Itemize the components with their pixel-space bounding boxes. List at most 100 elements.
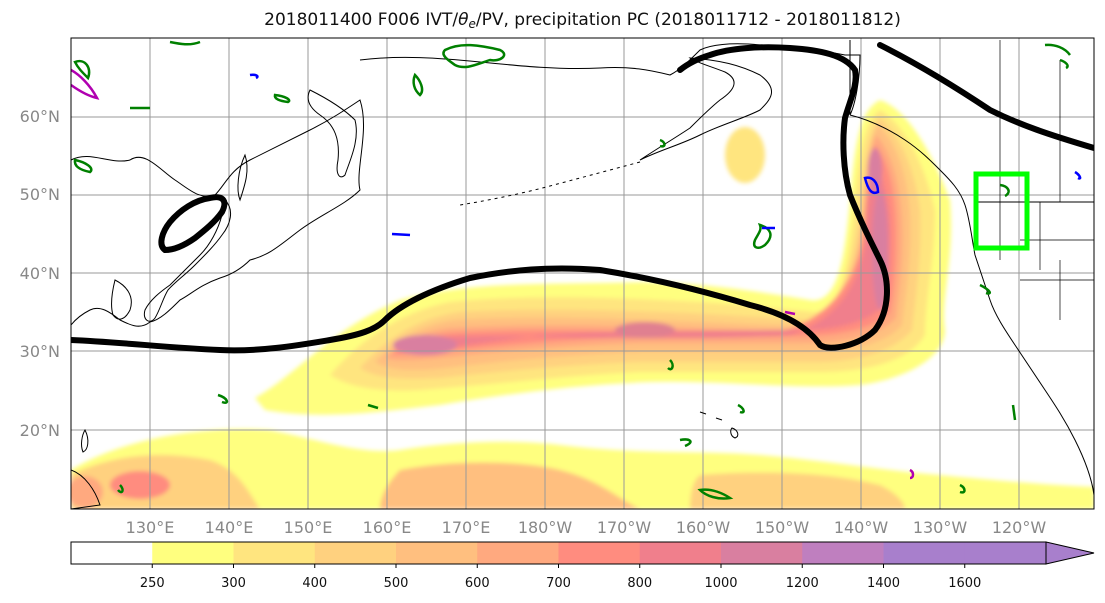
- colorbar-segment: [639, 542, 722, 564]
- colorbar-segment: [152, 542, 234, 564]
- title-suffix: /PV, precipitation PC (2018011712 - 2018…: [475, 10, 901, 30]
- pv-green-16: [117, 484, 124, 494]
- pv-green-22: [999, 183, 1010, 198]
- lon-label-160e: 160°E: [363, 518, 412, 537]
- colorbar-segment: [802, 542, 884, 564]
- lon-label-150w: 150°W: [755, 518, 810, 537]
- coast-sakhalin: [237, 153, 248, 202]
- colorbar-tick-label: 600: [465, 576, 490, 591]
- pv-blue-1: [863, 176, 880, 195]
- map-gridlines: [71, 38, 1094, 509]
- lon-label-120w: 120°W: [992, 518, 1047, 537]
- pv-green-14: [979, 283, 992, 295]
- colorbar-segment: [233, 542, 316, 564]
- colorbar-tick-label: 400: [302, 576, 327, 591]
- lat-label-40n: 40°N: [20, 264, 60, 283]
- colorbar-tick-label: 1000: [704, 576, 737, 591]
- lon-label-170w: 170°W: [597, 518, 652, 537]
- pv-green-19: [959, 483, 966, 494]
- pv-green-9: [753, 223, 772, 249]
- ivt-core-2: [615, 322, 675, 338]
- pv-green-13: [217, 393, 229, 404]
- pv-green-4: [169, 40, 201, 46]
- colorbar: 250 300 400 500 600 700 800 1000 1200 1400 1600: [70, 541, 1095, 591]
- pv-blue-2: [391, 232, 411, 237]
- colorbar-segment: [71, 542, 153, 564]
- map-content: [71, 38, 1094, 509]
- colorbar-segment: [396, 542, 478, 564]
- coast-alaska-se: [849, 114, 1094, 496]
- lat-label-60n: 60°N: [20, 107, 60, 126]
- coast-asia: [71, 99, 364, 327]
- colorbar-tick-label: 1600: [948, 576, 981, 591]
- ivt-alaska-blob: [725, 127, 765, 183]
- lat-label-30n: 30°N: [20, 342, 60, 361]
- latitude-labels: 60°N 50°N 40°N 30°N 20°N: [20, 107, 60, 440]
- colorbar-segment: [558, 542, 641, 564]
- theta-e-contours: [71, 42, 1094, 354]
- pv-blue-3: [249, 73, 259, 80]
- theta-e-north: [877, 42, 1094, 151]
- colorbar-segment: [314, 542, 397, 564]
- colorbar-segment: [883, 542, 966, 564]
- longitude-labels: 130°E 140°E 150°E 160°E 170°E 180°W 170°…: [126, 518, 1047, 537]
- pv-green-5: [73, 59, 91, 81]
- colorbar-tick-label: 300: [221, 576, 246, 591]
- lat-label-20n: 20°N: [20, 421, 60, 440]
- colorbar-segments: [71, 542, 1047, 564]
- pv-blue-5: [1074, 170, 1082, 180]
- lat-label-50n: 50°N: [20, 185, 60, 204]
- colorbar-tick-label: 1400: [867, 576, 900, 591]
- pv-green-12: [659, 138, 666, 148]
- colorbar-segment: [964, 542, 1047, 564]
- pv-green-21: [367, 403, 379, 410]
- title-prefix: 2018011400 F006 IVT/: [264, 10, 459, 30]
- lon-label-160w: 160°W: [676, 518, 731, 537]
- pv-contours: [71, 40, 1082, 500]
- colorbar-ticks: 250 300 400 500 600 700 800 1000 1200 1400 1600: [140, 564, 981, 591]
- colorbar-tick-label: 700: [546, 576, 571, 591]
- border-us-states: [999, 202, 1094, 320]
- lon-label-140e: 140°E: [205, 518, 254, 537]
- coast-aleutians: [459, 161, 641, 206]
- pv-green-15: [1011, 404, 1017, 421]
- lon-label-130e: 130°E: [126, 518, 175, 537]
- title-theta-sub: e: [468, 17, 476, 31]
- map-border: [70, 37, 1095, 510]
- colorbar-extend-arrow: [1045, 541, 1095, 565]
- plot-title: 2018011400 F006 IVT/θe/PV, precipitation…: [0, 10, 1105, 31]
- coast-taiwan: [81, 428, 89, 453]
- coast-hawaii: [699, 411, 739, 439]
- ivt-south-band-3: [380, 462, 640, 509]
- ivt-south-core: [110, 471, 170, 499]
- ivt-south-core-2: [71, 476, 103, 508]
- coast-korea: [111, 279, 132, 320]
- theta-e-loop: [158, 194, 228, 254]
- title-theta: θ: [458, 10, 469, 30]
- lon-label-130w: 130°W: [913, 518, 968, 537]
- pv-magenta-3: [784, 310, 796, 316]
- lon-label-180w: 180°W: [518, 518, 573, 537]
- theta-e-main: [71, 44, 890, 354]
- ivt-south-band-4: [690, 472, 905, 509]
- colorbar-segment: [721, 542, 803, 564]
- coast-kamchatka: [307, 89, 357, 178]
- precip-region-box: [973, 171, 1030, 251]
- pv-green-11: [679, 438, 692, 448]
- lon-label-140w: 140°W: [834, 518, 889, 537]
- lon-label-150e: 150°E: [284, 518, 333, 537]
- colorbar-tick-label: 250: [140, 576, 165, 591]
- pv-green-1: [442, 43, 506, 69]
- pv-magenta-2: [909, 468, 915, 480]
- lon-label-170e: 170°E: [442, 518, 491, 537]
- pv-green-6: [73, 158, 93, 174]
- colorbar-tick-label: 1200: [786, 576, 819, 591]
- colorbar-segment: [477, 542, 559, 564]
- ivt-core-4: [868, 148, 882, 192]
- ivt-band-400: [360, 118, 921, 379]
- pv-green-18: [737, 403, 745, 414]
- coast-alaska: [639, 57, 772, 161]
- coast-japan: [143, 198, 232, 322]
- pv-green-17: [667, 359, 674, 371]
